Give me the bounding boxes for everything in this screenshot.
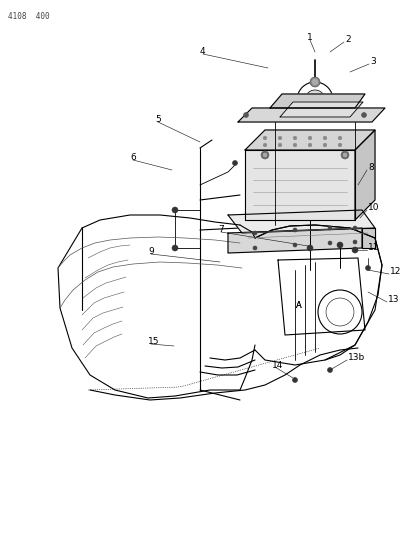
Text: 13b: 13b bbox=[348, 353, 365, 362]
Polygon shape bbox=[362, 228, 375, 248]
Polygon shape bbox=[355, 130, 375, 220]
Circle shape bbox=[312, 79, 318, 85]
Circle shape bbox=[293, 143, 297, 147]
Text: 7: 7 bbox=[218, 225, 224, 235]
Polygon shape bbox=[245, 150, 355, 220]
Circle shape bbox=[323, 136, 327, 140]
Circle shape bbox=[305, 90, 325, 110]
Circle shape bbox=[366, 265, 370, 271]
Circle shape bbox=[352, 247, 358, 253]
Text: 2: 2 bbox=[345, 36, 350, 44]
Circle shape bbox=[353, 240, 357, 244]
Circle shape bbox=[263, 153, 267, 157]
Circle shape bbox=[307, 245, 313, 251]
Text: 4108  400: 4108 400 bbox=[8, 12, 50, 21]
Circle shape bbox=[328, 226, 332, 230]
Circle shape bbox=[278, 136, 282, 140]
Circle shape bbox=[261, 151, 269, 159]
Polygon shape bbox=[228, 210, 375, 233]
Text: 1: 1 bbox=[307, 34, 313, 43]
Text: A: A bbox=[296, 301, 302, 310]
Text: 3: 3 bbox=[370, 58, 376, 67]
Circle shape bbox=[244, 112, 248, 117]
Circle shape bbox=[310, 77, 320, 87]
Circle shape bbox=[253, 231, 257, 235]
Circle shape bbox=[253, 246, 257, 250]
Circle shape bbox=[233, 160, 237, 166]
Circle shape bbox=[353, 226, 357, 230]
Circle shape bbox=[172, 245, 178, 251]
Circle shape bbox=[328, 241, 332, 245]
Polygon shape bbox=[245, 130, 375, 150]
Circle shape bbox=[263, 143, 267, 147]
Circle shape bbox=[278, 143, 282, 147]
Polygon shape bbox=[238, 108, 385, 122]
Circle shape bbox=[263, 136, 267, 140]
Polygon shape bbox=[228, 228, 362, 253]
Circle shape bbox=[361, 112, 366, 117]
Text: 6: 6 bbox=[130, 154, 136, 163]
Text: 15: 15 bbox=[148, 337, 160, 346]
Circle shape bbox=[338, 136, 342, 140]
Text: 12: 12 bbox=[390, 268, 401, 277]
Text: 10: 10 bbox=[368, 204, 379, 213]
Circle shape bbox=[293, 243, 297, 247]
Text: 11: 11 bbox=[368, 244, 379, 253]
Circle shape bbox=[308, 136, 312, 140]
Circle shape bbox=[293, 377, 297, 383]
Circle shape bbox=[343, 153, 347, 157]
Polygon shape bbox=[280, 102, 363, 117]
Text: 9: 9 bbox=[148, 247, 154, 256]
Text: A: A bbox=[296, 301, 302, 310]
Circle shape bbox=[293, 136, 297, 140]
Circle shape bbox=[293, 228, 297, 232]
Text: 5: 5 bbox=[155, 116, 161, 125]
Circle shape bbox=[328, 367, 333, 373]
Circle shape bbox=[338, 143, 342, 147]
Circle shape bbox=[337, 242, 343, 248]
Text: 13: 13 bbox=[388, 295, 399, 304]
Circle shape bbox=[341, 151, 349, 159]
Circle shape bbox=[308, 143, 312, 147]
Text: 8: 8 bbox=[368, 164, 374, 173]
Circle shape bbox=[323, 143, 327, 147]
Text: 4: 4 bbox=[200, 47, 206, 56]
Polygon shape bbox=[270, 94, 365, 108]
Text: 14: 14 bbox=[272, 360, 284, 369]
Circle shape bbox=[172, 207, 178, 213]
